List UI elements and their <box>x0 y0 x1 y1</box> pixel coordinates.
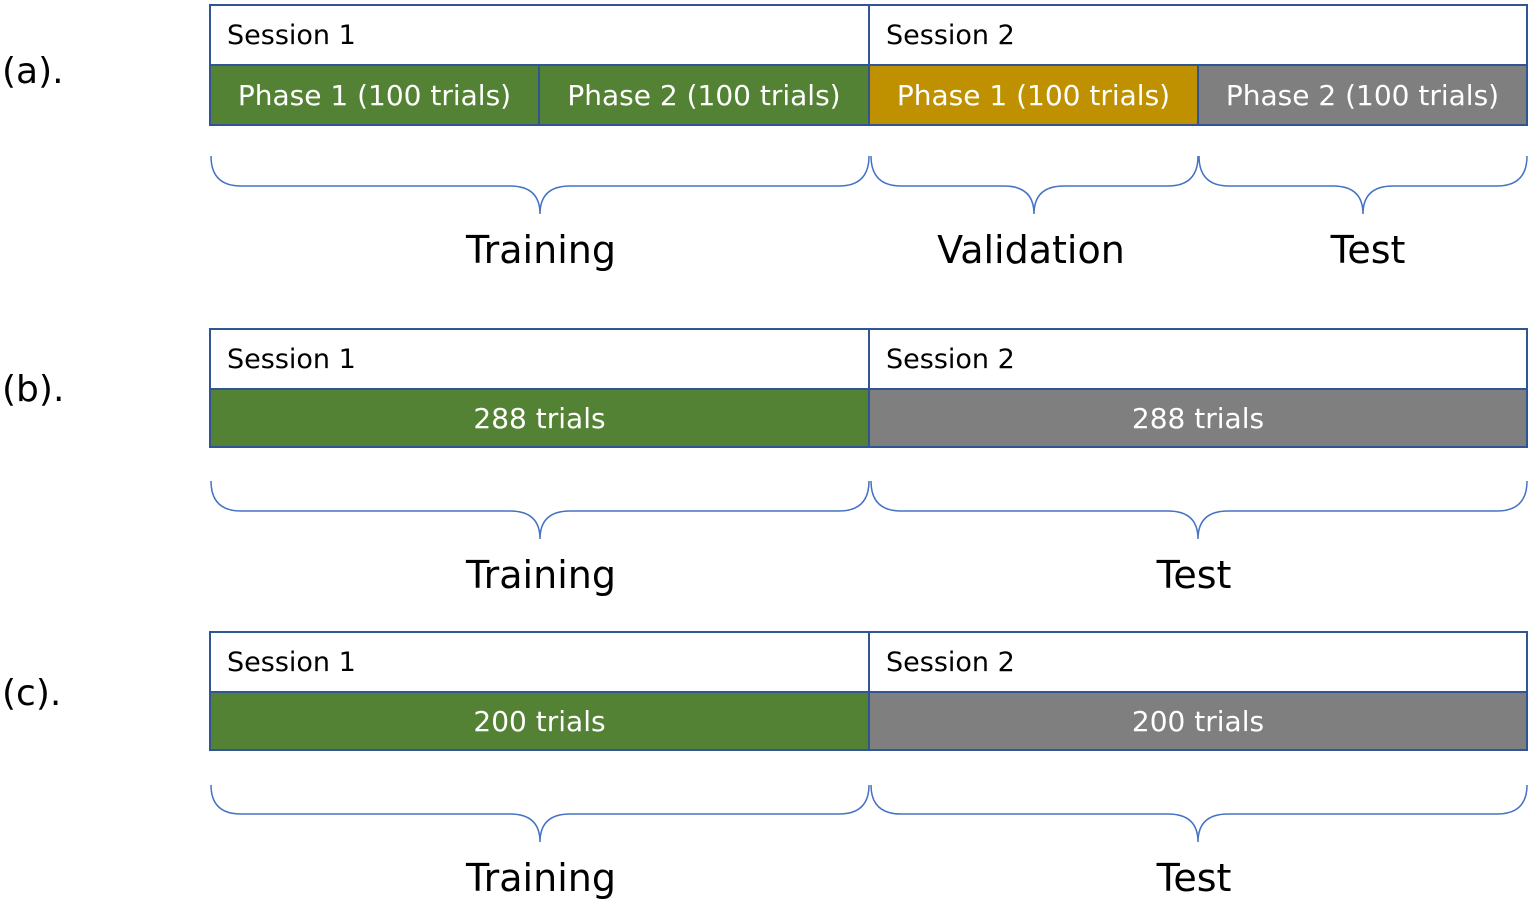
panel-a-training-label: Training <box>466 228 616 272</box>
panel-c-training-label: Training <box>466 856 616 900</box>
panel-a-s1-phase-2: Phase 2 (100 trials) <box>538 64 870 126</box>
panel-b-test-label: Test <box>1156 553 1232 597</box>
panel-c-session-1: Session 1 <box>209 631 870 693</box>
panel-a-validation-brace <box>870 155 1199 215</box>
panel-a-s2-phase-2: Phase 2 (100 trials) <box>1197 64 1528 126</box>
panel-b-session-2: Session 2 <box>868 328 1528 390</box>
panel-c-session-2-trials: 200 trials <box>868 691 1528 751</box>
panel-b-session-2-trials: 288 trials <box>868 388 1528 448</box>
panel-a-validation-label: Validation <box>937 228 1125 272</box>
panel-a-session-1: Session 1 <box>209 4 870 66</box>
panel-a-test-label: Test <box>1330 228 1406 272</box>
panel-b-training-label: Training <box>466 553 616 597</box>
panel-c-training-brace <box>210 784 870 843</box>
panel-c-label: (c). <box>2 673 62 714</box>
panel-b-training-brace <box>210 480 870 540</box>
panel-c-test-brace <box>870 784 1528 843</box>
panel-a-session-2: Session 2 <box>868 4 1528 66</box>
panel-c-session-1-trials: 200 trials <box>209 691 870 751</box>
panel-b-test-brace <box>870 480 1528 540</box>
panel-c-test-label: Test <box>1156 856 1232 900</box>
panel-b-label: (b). <box>2 369 65 410</box>
panel-c-session-2: Session 2 <box>868 631 1528 693</box>
panel-a-test-brace <box>1198 155 1528 215</box>
panel-b-session-1-trials: 288 trials <box>209 388 870 448</box>
panel-b-session-1: Session 1 <box>209 328 870 390</box>
panel-a-s2-phase-1: Phase 1 (100 trials) <box>868 64 1199 126</box>
panel-a-training-brace <box>210 155 870 215</box>
panel-a-s1-phase-1: Phase 1 (100 trials) <box>209 64 540 126</box>
panel-a-label: (a). <box>2 51 64 92</box>
